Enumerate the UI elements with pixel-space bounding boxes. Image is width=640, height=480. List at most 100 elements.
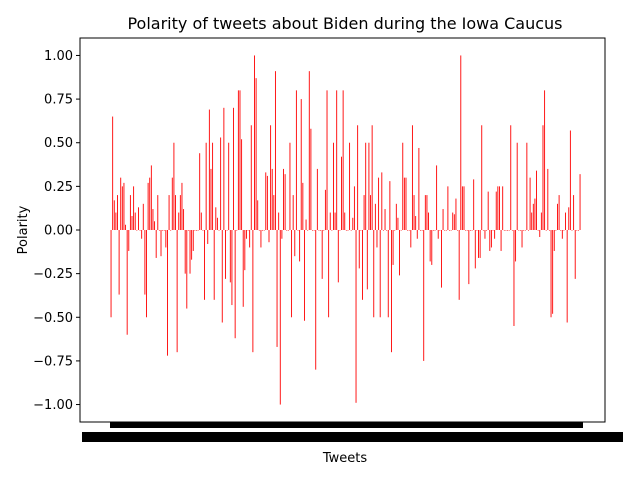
bar [537,230,539,231]
bar [416,230,418,239]
bar [555,230,557,231]
bar [482,230,484,231]
bar [515,230,517,262]
bar [316,168,318,230]
bar [436,165,438,230]
bar [207,230,209,244]
bar [473,179,475,230]
bar [321,230,323,279]
bar [149,177,151,230]
bar [160,230,162,257]
bar [532,203,534,230]
bar [510,125,512,230]
bar [452,212,454,230]
bar [560,230,562,231]
bar [439,230,441,231]
bar [146,230,147,318]
bar [278,212,280,230]
y-axis-label: Polarity [16,205,31,254]
bar [574,230,576,279]
bar [487,191,489,230]
bar [486,230,488,231]
x-axis-label: Tweets [322,451,368,466]
bar [465,230,467,231]
bar [189,230,191,274]
bar [534,198,536,230]
bar [297,230,299,231]
bar [573,195,575,230]
bar [565,212,566,230]
bar [458,230,460,300]
y-tick-label: −0.75 [33,354,73,369]
bar [197,230,199,231]
bar [237,90,239,230]
bar [449,230,450,231]
bar [461,186,463,230]
bar [139,230,141,231]
bar [213,230,215,300]
bar [299,230,301,262]
bar [181,182,183,230]
bar [363,195,365,230]
bar [196,230,197,231]
bar [231,230,233,306]
bar [360,230,362,231]
bar [120,177,122,230]
x-axis-ticks [82,422,623,442]
bar [374,203,376,230]
bar [157,195,159,230]
bar [257,200,259,230]
bar [218,230,220,231]
bar [271,168,273,230]
bar [547,168,549,230]
bar [179,195,181,230]
bar [234,230,236,339]
bar [150,165,152,230]
bar [418,147,420,230]
bar [283,168,284,230]
bar [187,230,189,231]
bar [478,230,479,258]
bar [516,142,518,230]
bar [260,230,262,248]
bar [392,230,394,265]
bar [276,230,278,347]
bar [411,125,413,230]
y-tick-label: −0.25 [33,267,73,282]
bar [270,125,272,230]
bar [245,230,247,239]
bar [403,177,405,230]
bar [183,209,185,230]
bar [281,230,283,239]
bar [423,230,425,361]
bar [521,230,523,248]
bar [142,203,144,230]
bar [362,230,363,300]
bar [152,209,154,230]
bar [365,142,367,230]
bar [347,230,349,231]
bar [471,230,473,231]
x-tick-marks-band [110,422,583,428]
bar [539,230,541,237]
bar [395,203,397,230]
bar [131,216,133,230]
bar [474,230,476,269]
bar [378,177,380,230]
bar [519,230,521,231]
bar [528,230,529,231]
bar [200,212,202,230]
bar [212,142,214,230]
bar [315,230,317,370]
bar [358,230,360,269]
bar [489,230,491,251]
bar [250,125,252,230]
plot-frame [79,37,606,423]
bar [405,177,407,230]
bar [138,207,139,230]
bar [302,182,304,230]
bar [432,230,434,231]
bar [441,230,442,288]
bar [318,230,320,231]
